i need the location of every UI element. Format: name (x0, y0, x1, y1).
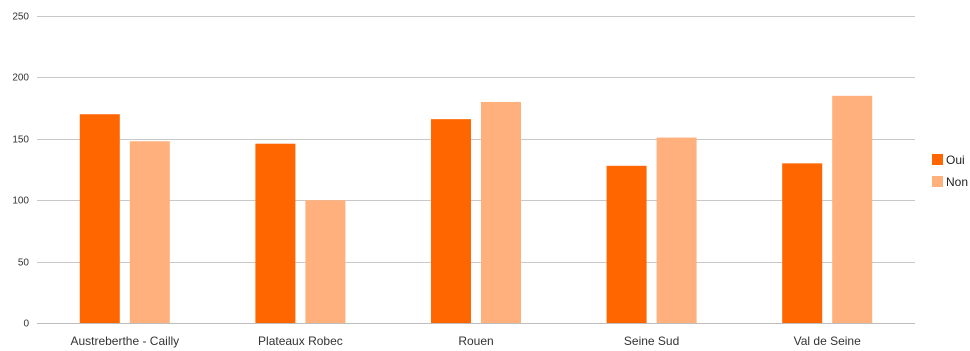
bar-oui-4 (782, 163, 823, 323)
y-tick-label: 100 (12, 196, 29, 207)
bar-non-4 (832, 95, 873, 323)
bar-oui-2 (431, 119, 471, 323)
y-tick-label: 0 (23, 319, 29, 330)
x-tick-label: Val de Seine (794, 334, 861, 348)
bar-oui-1 (255, 143, 296, 323)
x-tick-label: Austreberthe - Cailly (70, 334, 179, 348)
legend: Oui Non (932, 153, 968, 189)
x-tick-label: Seine Sud (624, 334, 679, 348)
x-tick-label: Rouen (458, 334, 493, 348)
legend-swatch-non (932, 176, 943, 187)
bars (79, 95, 873, 324)
bar-non-2 (481, 101, 521, 324)
bar-non-0 (129, 141, 170, 323)
bar-oui-3 (606, 165, 647, 323)
bar-non-3 (656, 137, 697, 323)
legend-swatch-oui (932, 154, 943, 165)
x-tick-label: Plateaux Robec (258, 334, 343, 348)
legend-label-oui: Oui (946, 153, 965, 167)
x-axis-ticks: Austreberthe - Cailly Plateaux Robec Rouen… (70, 334, 861, 348)
bar-oui-0 (79, 114, 120, 324)
legend-label-non: Non (946, 175, 968, 189)
bar-non-1 (305, 200, 346, 323)
y-tick-label: 250 (12, 12, 29, 23)
y-tick-label: 150 (12, 135, 29, 146)
y-tick-label: 50 (18, 258, 30, 269)
gridlines (37, 16, 915, 324)
y-axis-ticks: 0 50 100 150 200 250 (12, 12, 29, 330)
y-tick-label: 200 (12, 73, 29, 84)
